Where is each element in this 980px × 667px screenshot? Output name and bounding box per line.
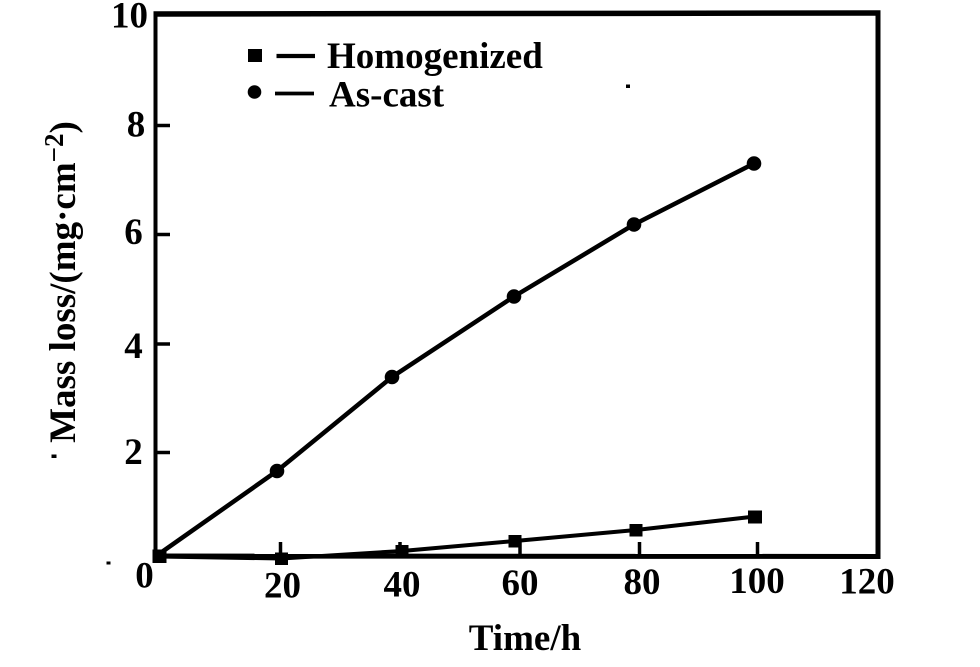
- svg-text:20: 20: [264, 566, 301, 607]
- svg-text:Homogenized: Homogenized: [327, 36, 543, 77]
- svg-text:40: 40: [384, 565, 421, 606]
- svg-text:6: 6: [124, 212, 143, 253]
- svg-text:Mass loss/(mg·cm−2): Mass loss/(mg·cm−2): [39, 121, 84, 443]
- svg-text:8: 8: [127, 105, 146, 146]
- svg-text:4: 4: [124, 326, 143, 367]
- svg-text:10: 10: [111, 0, 148, 37]
- svg-text:80: 80: [624, 562, 661, 603]
- svg-text:As-cast: As-cast: [329, 75, 445, 116]
- svg-text:60: 60: [502, 563, 539, 604]
- svg-text:0: 0: [135, 556, 154, 597]
- svg-text:120: 120: [839, 562, 895, 603]
- svg-text:100: 100: [729, 561, 785, 602]
- svg-text:2: 2: [124, 432, 143, 473]
- svg-text:Time/h: Time/h: [469, 618, 582, 659]
